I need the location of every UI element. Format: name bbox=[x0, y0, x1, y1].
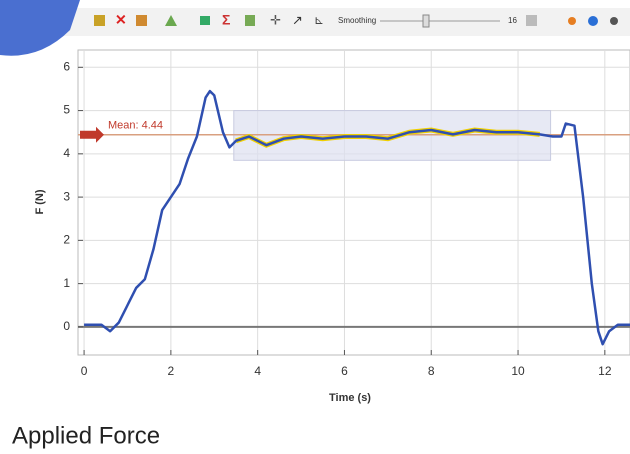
y-tick-label: 5 bbox=[63, 103, 70, 117]
tool-icon[interactable]: ✕ bbox=[115, 12, 127, 28]
x-axis-label: Time (s) bbox=[329, 392, 371, 404]
y-tick-label: 0 bbox=[63, 319, 70, 333]
decoration bbox=[0, 0, 80, 56]
x-tick-label: 4 bbox=[254, 364, 261, 378]
y-tick-label: 4 bbox=[63, 146, 70, 160]
x-tick-label: 6 bbox=[341, 364, 348, 378]
y-tick-label: 1 bbox=[63, 276, 70, 290]
tool-icon[interactable] bbox=[568, 17, 576, 25]
toolbar: ✕ Σ ✛ ↗ ⊾ Smoothing 16 bbox=[60, 8, 630, 36]
slider-thumb[interactable] bbox=[422, 14, 430, 28]
tool-icon[interactable]: Σ bbox=[222, 12, 230, 28]
y-tick-label: 6 bbox=[63, 59, 70, 73]
chart-title: Applied Force bbox=[12, 422, 160, 449]
tool-icon[interactable] bbox=[165, 15, 177, 26]
x-tick-label: 8 bbox=[428, 364, 435, 378]
x-tick-label: 12 bbox=[598, 364, 612, 378]
smoothing-label: Smoothing bbox=[338, 16, 376, 25]
tool-icon[interactable] bbox=[200, 16, 210, 25]
tool-icon[interactable] bbox=[245, 15, 255, 26]
tool-icon[interactable]: ✛ bbox=[270, 12, 281, 27]
tool-icon[interactable] bbox=[588, 16, 598, 26]
x-tick-label: 0 bbox=[81, 364, 88, 378]
plot-frame bbox=[77, 49, 630, 356]
data-line bbox=[84, 89, 630, 346]
mean-arrow bbox=[80, 126, 104, 143]
mean-label: Mean: 4.44 bbox=[108, 120, 163, 132]
tool-icon[interactable] bbox=[94, 15, 105, 26]
tool-icon[interactable] bbox=[136, 15, 147, 26]
y-tick-label: 3 bbox=[63, 189, 70, 203]
tool-icon[interactable] bbox=[526, 15, 537, 26]
y-tick-label: 2 bbox=[63, 233, 70, 247]
tool-icon[interactable]: ⊾ bbox=[314, 13, 324, 27]
tool-icon[interactable]: ↗ bbox=[292, 12, 303, 27]
y-axis-label: F (N) bbox=[34, 189, 46, 214]
x-tick-label: 10 bbox=[511, 364, 525, 378]
tool-icon[interactable] bbox=[610, 17, 618, 25]
smoothing-value: 16 bbox=[508, 16, 517, 25]
x-tick-label: 2 bbox=[168, 364, 175, 378]
